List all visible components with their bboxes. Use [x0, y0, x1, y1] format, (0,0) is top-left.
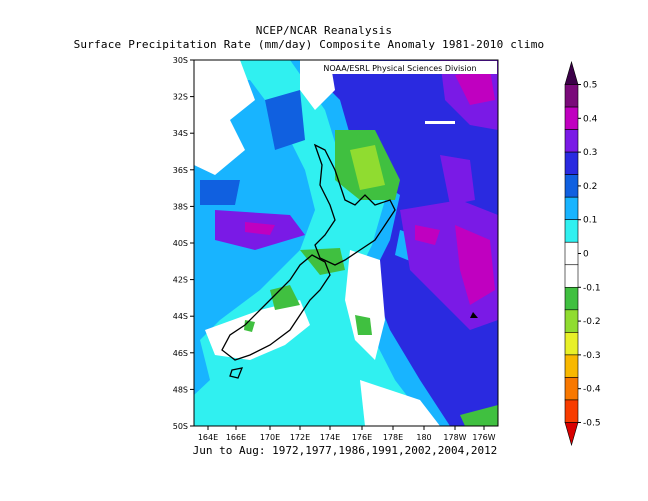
lat-tick-label: 38S — [173, 202, 188, 211]
longitude-axis: 164E 166E 170E 172E 174E 176E 178E 180 178W 176W — [198, 426, 496, 442]
colorbar-label: 0 — [583, 250, 589, 260]
colorbar-segment — [564, 309, 579, 333]
colorbar-label: 0.3 — [583, 148, 597, 158]
lon-tick-label: 164E — [198, 433, 218, 442]
lat-tick-label: 46S — [173, 349, 188, 358]
lon-tick-label: 170E — [260, 433, 280, 442]
lat-tick-label: 40S — [173, 239, 188, 248]
colorbar-segment — [564, 106, 579, 130]
colorbar-segment — [564, 286, 579, 311]
lon-tick-label: 176E — [352, 433, 372, 442]
colorbar-label: -0.1 — [583, 283, 601, 293]
colorbar-top-triangle — [564, 60, 579, 85]
lon-tick-label: 180 — [416, 433, 431, 442]
map-title: NCEP/NCAR Reanalysis — [255, 24, 393, 37]
map-subtitle: Surface Precipitation Rate (mm/day) Comp… — [73, 38, 545, 51]
colorbar-segment — [564, 219, 579, 243]
colorbar-segment — [564, 196, 579, 221]
lat-tick-label: 48S — [173, 385, 188, 394]
lat-tick-label: 44S — [173, 312, 188, 321]
colorbar-label: 0.4 — [583, 114, 598, 124]
lat-tick-label: 34S — [173, 129, 188, 138]
footer-caption: Jun to Aug: 1972,1977,1986,1991,2002,200… — [192, 444, 498, 457]
anomaly-field — [194, 60, 498, 426]
colorbar-segment — [564, 332, 579, 356]
lon-tick-label: 166E — [226, 433, 246, 442]
latitude-axis: 30S 32S 34S 36S 38S 40S 42S 44S 46S 48S 50S — [173, 56, 194, 431]
colorbar-label: -0.3 — [583, 351, 601, 361]
green-patch-sw — [270, 285, 300, 310]
colorbar-label: -0.4 — [583, 385, 601, 395]
blue-patch-n — [265, 90, 305, 150]
green-region-central — [300, 248, 345, 275]
colorbar-segment — [564, 174, 579, 198]
white-region-center — [345, 250, 385, 360]
lat-tick-label: 32S — [173, 93, 188, 102]
purple-patch-e — [440, 155, 475, 205]
colorbar-segment — [564, 354, 579, 378]
lat-tick-label: 42S — [173, 276, 188, 285]
stewart-island-outline — [229, 367, 244, 379]
colorbar-label: -0.5 — [583, 418, 601, 428]
lon-tick-label: 178E — [383, 433, 403, 442]
colorbar-label: 0.1 — [583, 216, 597, 226]
magenta-region-ne — [455, 70, 495, 105]
green-patch-s — [355, 315, 372, 335]
blue-patch-w — [200, 180, 240, 205]
magenta-patch-w — [245, 222, 275, 235]
north-island-outline — [313, 143, 396, 266]
colorbar-segment — [564, 241, 579, 266]
coastline — [221, 143, 396, 379]
magenta-region-e — [455, 225, 495, 305]
colorbar-segment — [564, 129, 579, 153]
colorbar-segment — [564, 377, 579, 401]
white-region-south — [360, 380, 440, 426]
white-streak — [425, 121, 455, 124]
lon-tick-label: 176W — [472, 433, 495, 442]
colorbar: 0.5 0.4 0.3 0.2 0.1 0 -0.1 -0.2 -0.3 -0.4 -0.5 — [564, 60, 601, 447]
lon-tick-label: 178W — [443, 433, 466, 442]
green-patch-se — [460, 405, 498, 426]
colorbar-bottom-triangle — [564, 422, 579, 447]
colorbar-label: -0.2 — [583, 317, 601, 327]
colorbar-segment — [564, 151, 579, 175]
chatham-island-marker — [470, 312, 478, 318]
colorbar-segment — [564, 84, 579, 108]
colorbar-segment — [564, 399, 579, 423]
colorbar-label: 0.5 — [583, 81, 597, 91]
yellowgreen-region-north — [350, 145, 385, 190]
credit-text: NOAA/ESRL Physical Sciences Division — [323, 64, 476, 73]
lat-tick-label: 50S — [173, 422, 188, 431]
white-region-sw — [205, 300, 310, 360]
magenta-patch-e — [415, 225, 440, 245]
lon-tick-label: 174E — [320, 433, 340, 442]
colorbar-segment — [564, 264, 579, 288]
lat-tick-label: 36S — [173, 166, 188, 175]
lat-tick-label: 30S — [173, 56, 188, 65]
colorbar-label: 0.2 — [583, 182, 597, 192]
south-island-outline — [221, 254, 331, 361]
white-region-nw — [194, 60, 255, 175]
lon-tick-label: 172E — [290, 433, 310, 442]
credit-box — [302, 61, 497, 74]
